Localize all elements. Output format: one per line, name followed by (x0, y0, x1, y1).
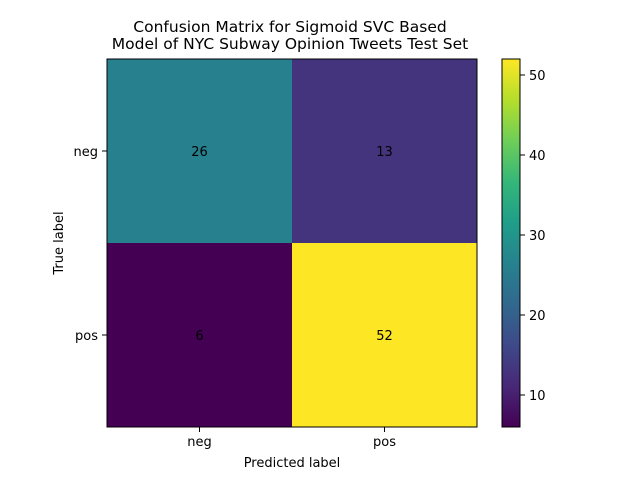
plot-frame (106, 58, 478, 428)
x-tick-label: pos (373, 435, 396, 450)
colorbar (501, 58, 521, 428)
x-axis-ticks: neg pos (187, 427, 396, 450)
matrix-cell-labels: 26 13 6 52 (191, 145, 393, 344)
x-axis-label: Predicted label (244, 456, 341, 471)
colorbar-tick-label: 30 (529, 229, 546, 244)
y-tick-label: pos (75, 329, 98, 344)
matrix-cell-neg-pos (292, 59, 477, 243)
matrix-cell-neg-neg (107, 59, 292, 243)
colorbar-tick-label: 20 (529, 309, 546, 324)
cell-value-label: 6 (195, 329, 203, 344)
matrix-cell-pos-neg (107, 243, 292, 427)
chart-title: Confusion Matrix for Sigmoid SVC Based M… (112, 18, 468, 53)
colorbar-tick-label: 50 (529, 69, 546, 84)
colorbar-tick-label: 40 (529, 149, 546, 164)
cell-value-label: 13 (376, 145, 393, 160)
cell-value-label: 26 (191, 145, 208, 160)
y-axis-ticks: neg pos (74, 145, 107, 344)
x-tick-label: neg (187, 435, 212, 450)
matrix-cell-pos-pos (292, 243, 477, 427)
colorbar-ticks: 10 20 30 40 50 (520, 69, 546, 404)
cell-value-label: 52 (376, 329, 393, 344)
y-axis-label: True label (52, 211, 67, 275)
chart-title-line-1: Confusion Matrix for Sigmoid SVC Based (133, 18, 446, 36)
colorbar-tick-label: 10 (529, 389, 546, 404)
matrix-cells (107, 59, 477, 427)
y-tick-label: neg (74, 145, 99, 160)
chart-title-line-2: Model of NYC Subway Opinion Tweets Test … (112, 35, 468, 53)
